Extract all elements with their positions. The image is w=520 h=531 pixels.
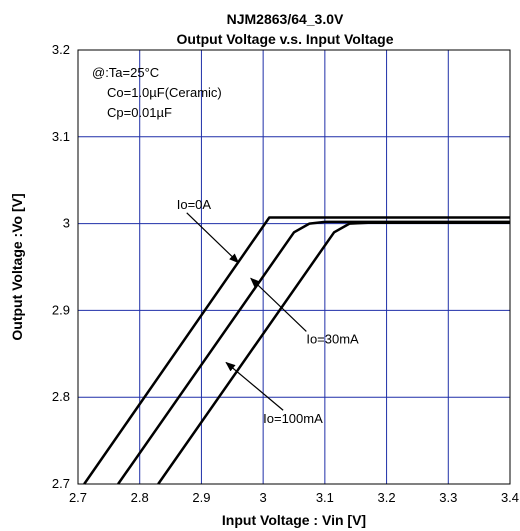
x-tick-label: 3.4: [501, 490, 519, 505]
condition-temperature: @:Ta=25°C: [92, 65, 159, 80]
annotation-arrow-3: [225, 361, 284, 411]
y-tick-label: 2.9: [52, 302, 70, 317]
x-tick-label: 3.3: [439, 490, 457, 505]
annotation-arrow-1: [186, 212, 240, 264]
annotation-label-3: Io=100mA: [263, 411, 323, 426]
grid: [78, 50, 510, 484]
y-tick-label: 2.8: [52, 389, 70, 404]
conditions-note: @:Ta=25°C Co=1.0µF(Ceramic) Cp=0.01µF: [92, 65, 222, 120]
condition-cp: Cp=0.01µF: [107, 105, 172, 120]
x-axis-label: Input Voltage : Vin [V]: [222, 512, 366, 528]
annotation-arrow-2: [250, 277, 307, 332]
series-group: [83, 216, 510, 485]
y-axis-label: Output Voltage :Vo [V]: [9, 193, 25, 340]
y-tick-label: 2.7: [52, 476, 70, 491]
annotation-label-2: Io=30mA: [306, 331, 359, 346]
y-tick-labels: 2.7 2.8 2.9 3 3.1 3.2: [52, 42, 70, 491]
x-tick-label: 3.1: [316, 490, 334, 505]
y-tick-label: 3: [63, 216, 70, 231]
x-tick-label: 2.9: [192, 490, 210, 505]
y-tick-label: 3.1: [52, 129, 70, 144]
chart-title: NJM2863/64_3.0V: [227, 11, 344, 27]
x-tick-labels: 2.7 2.8 2.9 3 3.1 3.2 3.3 3.4: [69, 490, 519, 505]
x-tick-label: 3.2: [378, 490, 396, 505]
chart-subtitle: Output Voltage v.s. Input Voltage: [177, 31, 394, 47]
x-tick-label: 2.7: [69, 490, 87, 505]
y-tick-label: 3.2: [52, 42, 70, 57]
series-line-1: [83, 216, 510, 485]
x-tick-label: 3: [260, 490, 267, 505]
plot-frame: [77, 49, 511, 485]
series-line-3: [157, 221, 510, 485]
annotations-group: Io=0A Io=30mA Io=100mA: [177, 197, 359, 426]
condition-co: Co=1.0µF(Ceramic): [107, 85, 222, 100]
annotation-label-1: Io=0A: [177, 197, 212, 212]
x-tick-label: 2.8: [131, 490, 149, 505]
